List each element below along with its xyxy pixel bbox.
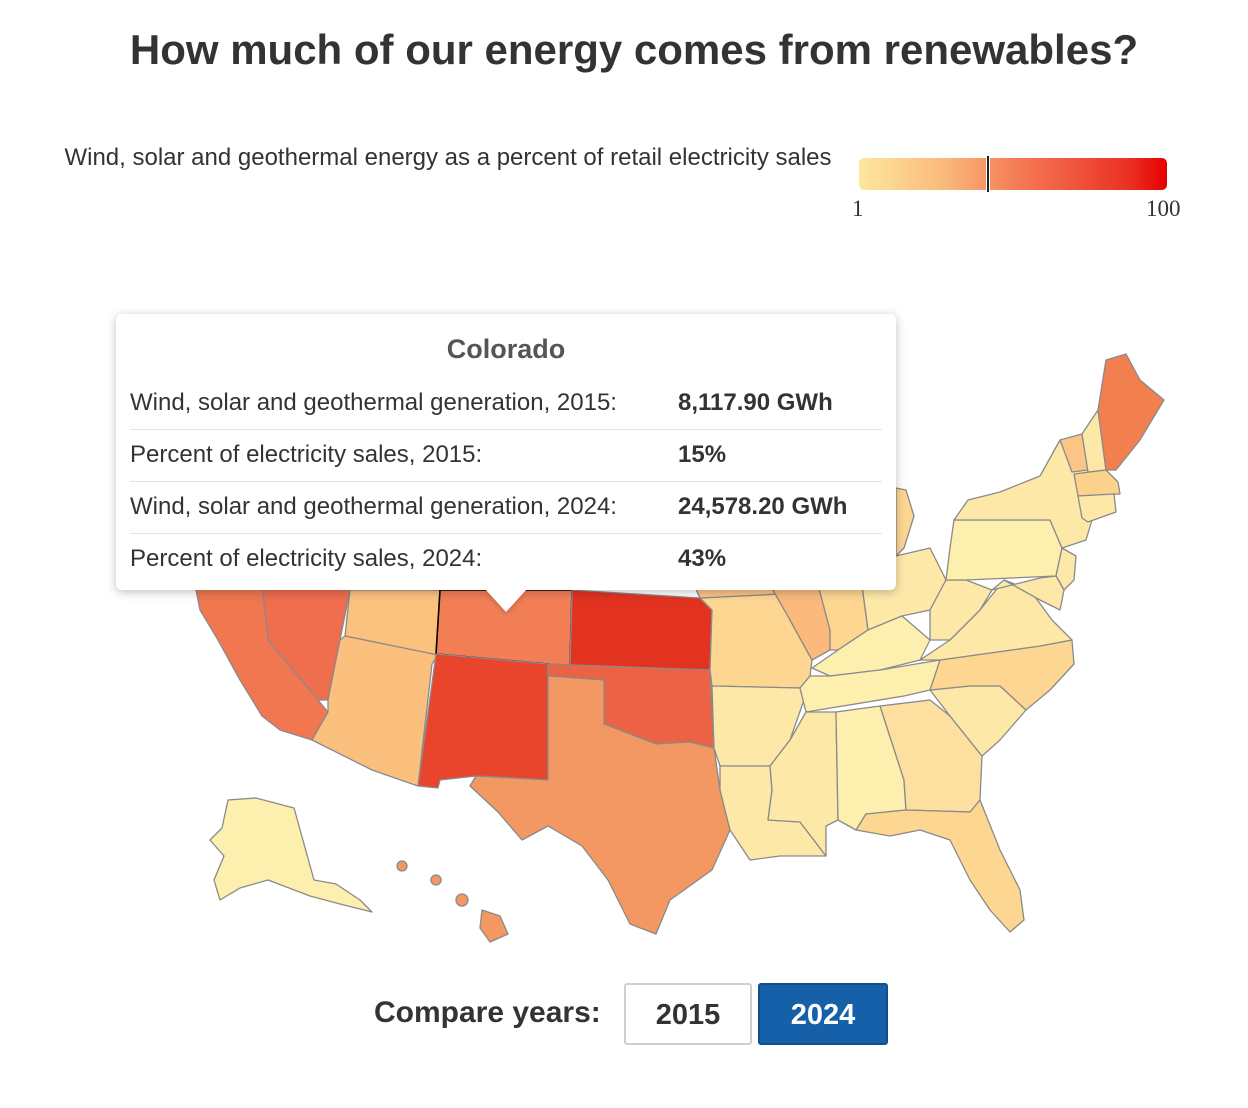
tooltip-row-label: Percent of electricity sales, 2015: — [130, 441, 483, 468]
state-maine[interactable] — [1097, 353, 1165, 471]
state-new-mexico[interactable] — [417, 653, 549, 789]
year-2024-button[interactable]: 2024 — [758, 983, 888, 1045]
state-kansas[interactable] — [569, 589, 713, 671]
state-california[interactable] — [194, 584, 329, 741]
tooltip-row-label: Wind, solar and geothermal generation, 2… — [130, 493, 617, 520]
legend-max-label: 100 — [1146, 196, 1181, 221]
state-massachusetts[interactable] — [1073, 469, 1121, 497]
legend-value-marker — [987, 156, 989, 192]
state-pennsylvania[interactable] — [945, 519, 1063, 581]
state-hawaii[interactable] — [479, 909, 509, 943]
tooltip-row: Percent of electricity sales, 2015: 15% — [130, 430, 882, 482]
state-tooltip: Colorado Wind, solar and geothermal gene… — [116, 314, 896, 590]
tooltip-row-value: 24,578.20 GWh — [678, 493, 848, 520]
legend-min-label: 1 — [852, 196, 864, 221]
tooltip-state-name: Colorado — [446, 334, 566, 364]
state-alaska[interactable] — [209, 797, 373, 913]
year-2015-button[interactable]: 2015 — [624, 983, 752, 1045]
state-wisconsin[interactable] — [895, 487, 915, 557]
hawaii-island-oahu[interactable] — [430, 874, 442, 886]
state-maryland-delaware[interactable] — [991, 575, 1065, 611]
tooltip-row-value: 15% — [678, 441, 727, 468]
tooltip-row-label: Wind, solar and geothermal generation, 2… — [130, 389, 617, 416]
page-title: How much of our energy comes from renewa… — [129, 26, 1139, 73]
state-connecticut-ri[interactable] — [1077, 493, 1117, 523]
legend-color-scale — [859, 158, 1167, 190]
tooltip-row-value: 43% — [678, 545, 727, 572]
tooltip-row: Wind, solar and geothermal generation, 2… — [130, 482, 882, 534]
tooltip-row-label: Percent of electricity sales, 2024: — [130, 545, 483, 572]
state-new-jersey[interactable] — [1055, 547, 1077, 591]
compare-years-label: Compare years: — [374, 996, 601, 1029]
tooltip-row: Percent of electricity sales, 2024: 43% — [130, 534, 882, 585]
tooltip-row: Wind, solar and geothermal generation, 2… — [130, 378, 882, 430]
tooltip-pointer — [486, 590, 526, 612]
state-florida[interactable] — [855, 799, 1025, 933]
hawaii-island-kauai[interactable] — [396, 860, 408, 872]
state-texas[interactable] — [469, 675, 731, 935]
legend-title: Wind, solar and geothermal energy as a p… — [64, 144, 832, 171]
hawaii-island-maui[interactable] — [455, 893, 469, 907]
tooltip-row-value: 8,117.90 GWh — [678, 389, 833, 416]
